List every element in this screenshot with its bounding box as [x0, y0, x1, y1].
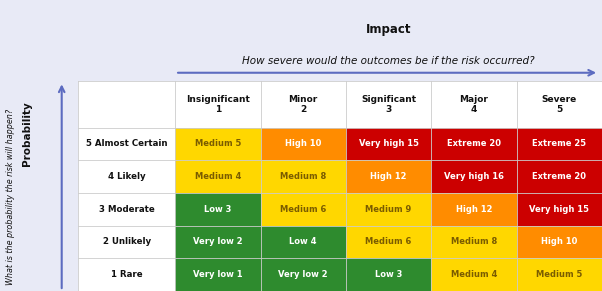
Text: Significant
3: Significant 3 — [361, 95, 416, 114]
Text: Medium 6: Medium 6 — [280, 205, 326, 214]
Text: Very high 16: Very high 16 — [444, 172, 504, 181]
Text: Minor
2: Minor 2 — [288, 95, 318, 114]
Text: Very low 2: Very low 2 — [278, 270, 328, 279]
Text: Major
4: Major 4 — [459, 95, 488, 114]
Text: Very high 15: Very high 15 — [359, 139, 418, 148]
Text: Severe
5: Severe 5 — [542, 95, 577, 114]
Text: Low 4: Low 4 — [290, 237, 317, 246]
Text: Medium 6: Medium 6 — [365, 237, 412, 246]
Text: 5 Almost Certain: 5 Almost Certain — [86, 139, 167, 148]
Text: High 12: High 12 — [456, 205, 492, 214]
Text: 3 Moderate: 3 Moderate — [99, 205, 155, 214]
Text: Medium 9: Medium 9 — [365, 205, 412, 214]
Text: Insignificant
1: Insignificant 1 — [186, 95, 250, 114]
Text: Medium 8: Medium 8 — [280, 172, 326, 181]
Text: 2 Unlikely: 2 Unlikely — [103, 237, 150, 246]
Text: High 10: High 10 — [285, 139, 321, 148]
Text: Medium 4: Medium 4 — [451, 270, 497, 279]
Text: Medium 5: Medium 5 — [536, 270, 583, 279]
Text: Very high 15: Very high 15 — [529, 205, 589, 214]
Text: High 12: High 12 — [370, 172, 407, 181]
Text: Medium 5: Medium 5 — [194, 139, 241, 148]
Text: Very low 1: Very low 1 — [193, 270, 243, 279]
Text: High 10: High 10 — [541, 237, 577, 246]
Text: Extreme 20: Extreme 20 — [532, 172, 586, 181]
Text: Low 3: Low 3 — [375, 270, 402, 279]
Text: Medium 8: Medium 8 — [451, 237, 497, 246]
Text: How severe would the outcomes be if the risk occurred?: How severe would the outcomes be if the … — [242, 56, 535, 66]
Text: Very low 2: Very low 2 — [193, 237, 243, 246]
Text: 4 Likely: 4 Likely — [108, 172, 146, 181]
Text: Probability: Probability — [22, 102, 32, 166]
Text: What is the probability the risk will happen?: What is the probability the risk will ha… — [7, 109, 15, 285]
Text: Extreme 25: Extreme 25 — [532, 139, 586, 148]
Text: Medium 4: Medium 4 — [194, 172, 241, 181]
Text: Extreme 20: Extreme 20 — [447, 139, 501, 148]
Text: Low 3: Low 3 — [204, 205, 232, 214]
Text: Impact: Impact — [366, 23, 411, 36]
Text: 1 Rare: 1 Rare — [111, 270, 143, 279]
